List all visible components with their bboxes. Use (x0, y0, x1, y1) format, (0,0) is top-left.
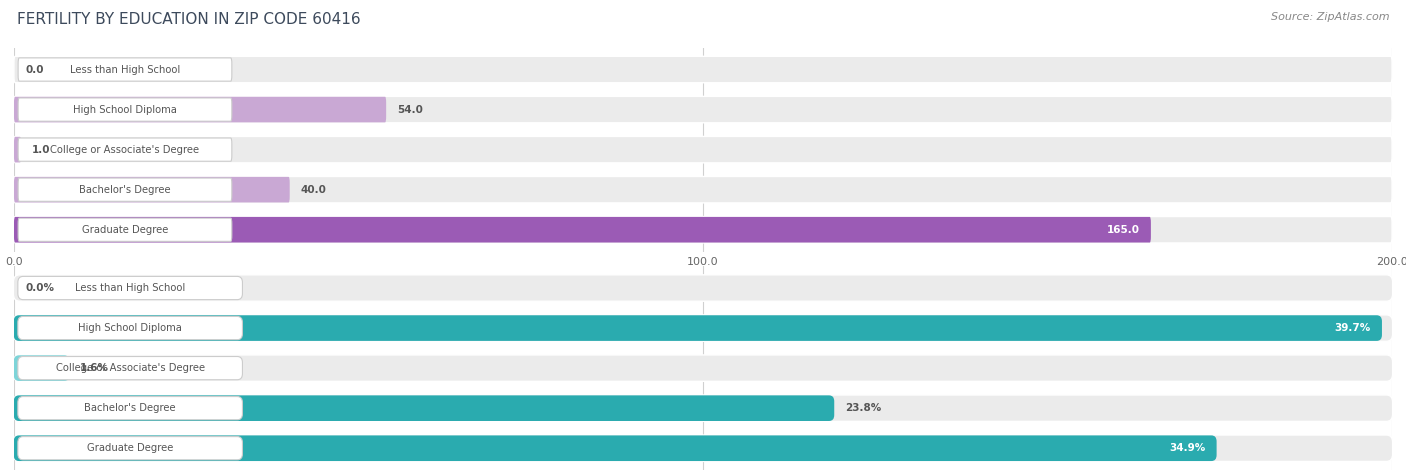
FancyBboxPatch shape (14, 57, 1392, 83)
FancyBboxPatch shape (14, 137, 21, 162)
FancyBboxPatch shape (14, 395, 1392, 421)
FancyBboxPatch shape (18, 98, 232, 121)
Text: Bachelor's Degree: Bachelor's Degree (79, 185, 170, 195)
Text: 23.8%: 23.8% (845, 403, 882, 413)
Text: 54.0: 54.0 (396, 104, 423, 114)
FancyBboxPatch shape (18, 397, 242, 420)
FancyBboxPatch shape (18, 357, 242, 380)
FancyBboxPatch shape (14, 395, 834, 421)
FancyBboxPatch shape (14, 315, 1382, 341)
Text: Graduate Degree: Graduate Degree (82, 225, 169, 235)
Text: 34.9%: 34.9% (1168, 443, 1205, 453)
Text: 39.7%: 39.7% (1334, 323, 1371, 333)
FancyBboxPatch shape (14, 435, 1392, 461)
Text: College or Associate's Degree: College or Associate's Degree (56, 363, 205, 373)
Text: Less than High School: Less than High School (75, 283, 186, 293)
FancyBboxPatch shape (18, 58, 232, 81)
Text: Graduate Degree: Graduate Degree (87, 443, 173, 453)
FancyBboxPatch shape (14, 177, 290, 202)
Text: 1.6%: 1.6% (80, 363, 110, 373)
Text: 0.0: 0.0 (25, 65, 44, 75)
Text: 40.0: 40.0 (301, 185, 326, 195)
FancyBboxPatch shape (18, 138, 232, 161)
FancyBboxPatch shape (18, 316, 242, 340)
FancyBboxPatch shape (14, 217, 1392, 243)
Text: 0.0%: 0.0% (25, 283, 53, 293)
Text: High School Diploma: High School Diploma (73, 104, 177, 114)
FancyBboxPatch shape (14, 275, 1392, 301)
FancyBboxPatch shape (18, 276, 242, 300)
FancyBboxPatch shape (14, 355, 1392, 381)
Text: FERTILITY BY EDUCATION IN ZIP CODE 60416: FERTILITY BY EDUCATION IN ZIP CODE 60416 (17, 12, 360, 27)
Text: Source: ZipAtlas.com: Source: ZipAtlas.com (1271, 12, 1389, 22)
FancyBboxPatch shape (18, 437, 242, 460)
Text: High School Diploma: High School Diploma (79, 323, 183, 333)
FancyBboxPatch shape (14, 96, 1392, 123)
Text: Bachelor's Degree: Bachelor's Degree (84, 403, 176, 413)
Text: 165.0: 165.0 (1107, 225, 1140, 235)
FancyBboxPatch shape (18, 218, 232, 241)
FancyBboxPatch shape (14, 436, 1216, 461)
FancyBboxPatch shape (14, 315, 1392, 342)
FancyBboxPatch shape (14, 217, 1152, 243)
FancyBboxPatch shape (14, 176, 1392, 203)
Text: 1.0: 1.0 (32, 144, 51, 155)
FancyBboxPatch shape (14, 136, 1392, 163)
FancyBboxPatch shape (14, 355, 69, 381)
FancyBboxPatch shape (14, 97, 387, 123)
Text: Less than High School: Less than High School (70, 65, 180, 75)
FancyBboxPatch shape (18, 178, 232, 201)
Text: College or Associate's Degree: College or Associate's Degree (51, 144, 200, 155)
